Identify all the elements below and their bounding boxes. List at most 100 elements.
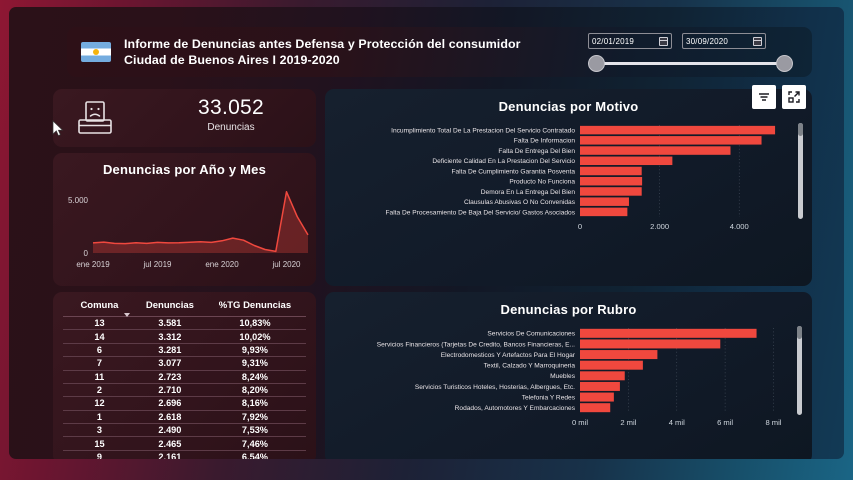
cell-pct: 10,02% [203,329,306,344]
bar[interactable] [580,360,643,370]
motivo-bar-plot[interactable]: Incumplimiento Total De La Prestacion De… [325,89,812,286]
bar[interactable] [580,207,628,217]
vertical-scrollbar-track[interactable] [798,123,803,219]
bar-category-label: Electrodomesticos Y Artefactos Para El H… [441,352,576,359]
cell-denuncias: 2.465 [135,436,204,451]
complaint-box-icon [78,101,112,134]
bar[interactable] [580,350,658,360]
cell-denuncias: 3.581 [135,316,204,331]
x-tick-label: 2.000 [650,222,669,231]
cell-comuna: 11 [63,370,136,384]
bar[interactable] [580,187,642,196]
rubro-bar-plot[interactable]: Servicios De Comunicaciones Servicios Fin… [325,292,812,459]
bar-category-label: Falta De Informacion [514,138,576,145]
chart-title: Denuncias por Motivo [498,99,639,114]
bar[interactable] [580,392,614,402]
cell-denuncias: 3.281 [135,343,204,358]
vertical-scrollbar-thumb[interactable] [797,326,802,339]
date-to-field[interactable]: 30/09/2020 [682,33,766,49]
table-row[interactable]: 6 3.281 9,93% [63,343,306,358]
date-range-slicer[interactable]: 02/01/2019 30/09/2020 [588,33,800,73]
cell-comuna: 3 [63,423,136,438]
focus-mode-icon[interactable] [782,85,806,109]
table-row[interactable]: 15 2.465 7,46% [63,436,306,451]
bar-category-label: Producto No Funciona [509,179,575,186]
comuna-table[interactable]: Comuna Denuncias %TG Denuncias 13 3.581 10… [63,300,306,459]
chart-denuncias-por-motivo: Denuncias por Motivo Incumplimient [325,85,812,286]
date-slider-track[interactable] [596,62,792,65]
calendar-icon[interactable] [659,37,668,46]
vertical-scrollbar-track[interactable] [797,326,802,415]
vertical-scrollbar-thumb[interactable] [798,123,803,136]
y-tick-label: 0 [84,249,89,258]
table-row[interactable]: 14 3.312 10,02% [63,329,306,344]
table-row[interactable]: 13 3.581 10,83% [63,316,306,331]
column-header-comuna[interactable]: Comuna [63,300,136,317]
cell-pct: 8,20% [203,383,306,398]
bar[interactable] [580,371,625,381]
bar[interactable] [580,403,611,413]
date-from-field[interactable]: 02/01/2019 [588,33,672,49]
bar[interactable] [580,125,776,135]
bar-category-label: Deficiente Calidad En La Prestacion Del … [432,158,575,165]
table-row[interactable]: 9 2.161 6,54% [63,450,306,459]
cell-denuncias: 3.077 [135,356,204,371]
kpi-card-denuncias: 33.052 Denuncias [53,89,316,147]
bar-category-label: Servicios De Comunicaciones [487,331,575,338]
table-row[interactable]: 3 2.490 7,53% [63,423,306,438]
filter-icon[interactable] [752,85,776,109]
page-title: Informe de Denuncias antes Defensa y Pro… [124,36,521,68]
date-slider-handle-right[interactable] [776,55,793,72]
cell-comuna: 2 [63,383,136,398]
x-tick-label: 8 mil [765,418,781,427]
x-tick-label: 6 mil [717,418,733,427]
bar-category-label: Muebles [550,373,576,380]
cell-denuncias: 2.723 [135,370,204,384]
bar-category-label: Incumplimiento Total De La Prestacion De… [391,128,575,135]
bar-category-label: Demora En La Entrega Del Bien [481,189,576,196]
cell-pct: 8,24% [203,370,306,384]
column-label-comuna: Comuna [80,300,119,311]
line-chart-plot[interactable]: 0 5.000 ene 2019 jul 2019 ene 2020 jul 2020 [53,181,316,286]
dashboard-canvas: Informe de Denuncias antes Defensa y Pro… [9,7,844,459]
bar-category-label: Falta De Procesamiento De Baja Del Servi… [386,209,576,216]
x-tick-label: jul 2019 [142,260,172,269]
mouse-cursor [52,120,64,137]
y-tick-label: 5.000 [68,196,89,205]
table-row[interactable]: 1 2.618 7,92% [63,410,306,425]
x-tick-label: 0 [578,222,582,231]
chart-denuncias-por-ano-y-mes: Denuncias por Año y Mes 0 5.000 ene 2019 j… [53,153,316,286]
bar[interactable] [580,176,643,186]
table-row[interactable]: 11 2.723 8,24% [63,370,306,384]
bar-category-label: Clausulas Abusivas O No Convenidas [464,199,576,206]
cell-pct: 8,16% [203,396,306,411]
cell-comuna: 14 [63,329,136,344]
x-tick-label: 2 mil [620,418,636,427]
bar[interactable] [580,146,731,155]
table-row[interactable]: 2 2.710 8,20% [63,383,306,398]
bar[interactable] [580,328,757,338]
bar[interactable] [580,156,673,166]
table-row[interactable]: 7 3.077 9,31% [63,356,306,371]
argentina-flag-icon [81,42,111,62]
bar[interactable] [580,166,642,176]
date-slider-handle-left[interactable] [588,55,605,72]
date-to-value: 30/09/2020 [686,36,729,46]
column-header-pct[interactable]: %TG Denuncias [203,300,306,317]
bar[interactable] [580,136,762,145]
bar[interactable] [580,339,721,349]
cell-denuncias: 2.490 [135,423,204,438]
table-denuncias-por-comuna[interactable]: Comuna Denuncias %TG Denuncias 13 3.581 10… [53,292,316,459]
bar-category-label: Falta De Entrega Del Bien [498,148,575,155]
calendar-icon[interactable] [753,37,762,46]
bar-category-label: Textil, Calzado Y Marroquineria [484,363,576,370]
cell-pct: 9,31% [203,356,306,371]
cell-comuna: 9 [63,450,136,459]
bar-category-label: Rodados, Automotores Y Embarcaciones [455,405,576,412]
chart-title: Denuncias por Rubro [500,302,637,317]
table-row[interactable]: 12 2.696 8,16% [63,396,306,411]
bar[interactable] [580,381,620,391]
sort-descending-caret-icon[interactable] [123,313,130,317]
bar[interactable] [580,197,629,206]
column-header-denuncias[interactable]: Denuncias [135,300,204,317]
